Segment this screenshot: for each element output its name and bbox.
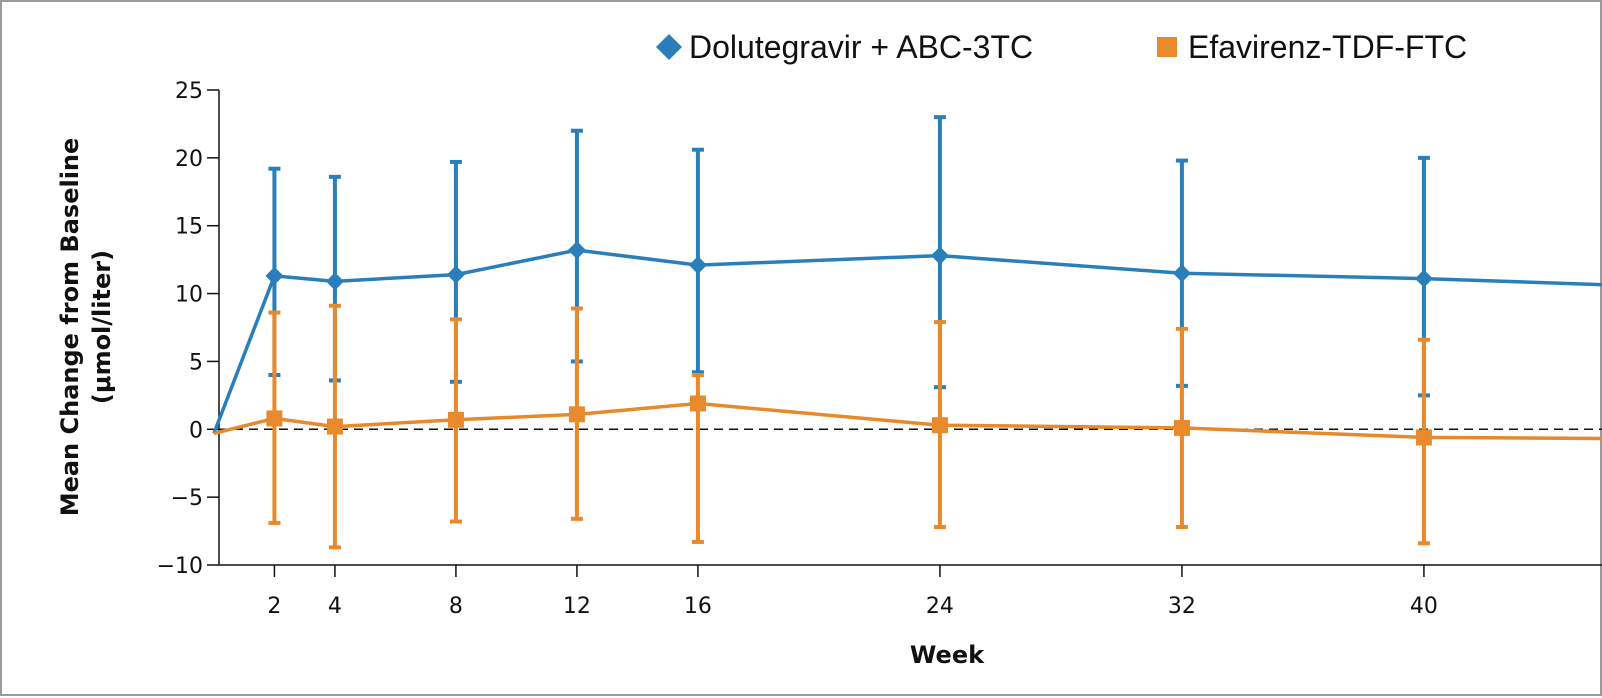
y-axis-title-line1: Mean Change from Baseline [56, 138, 84, 517]
data-point-square [931, 417, 948, 434]
series-dolutegravir [212, 115, 1602, 435]
y-tick-label: −10 [157, 554, 203, 579]
y-tick-label: 15 [175, 215, 203, 240]
y-axis-title-line2: (μmol/liter) [88, 250, 116, 404]
series-line [212, 248, 1602, 435]
data-point-square [1173, 419, 1190, 436]
x-tick-label: 2 [267, 594, 281, 619]
legend-label-efavirenz: Efavirenz-TDF-FTC [1188, 29, 1467, 65]
data-point-square [266, 410, 283, 427]
x-tick-label: 32 [1168, 594, 1196, 619]
legend-marker-square [1157, 37, 1177, 57]
data-point-diamond [325, 272, 344, 291]
data-point-diamond [1414, 269, 1433, 288]
series-efavirenz [213, 303, 1602, 550]
data-point-diamond [567, 241, 586, 260]
data-point-diamond [265, 266, 284, 285]
x-tick-label: 24 [926, 594, 954, 619]
legend: Dolutegravir + ABC-3TC Efavirenz-TDF-FTC [656, 29, 1467, 65]
x-tick-label: 4 [328, 594, 342, 619]
y-tick-label: 5 [189, 350, 203, 375]
y-tick-label: −5 [171, 486, 203, 511]
legend-marker-diamond [656, 34, 682, 60]
data-point-diamond [930, 246, 949, 265]
plot-area [212, 115, 1602, 550]
y-tick-label: 10 [175, 283, 203, 308]
data-point-square [447, 411, 464, 428]
data-point-diamond [688, 256, 707, 275]
y-tick-label: 20 [175, 147, 203, 172]
y-tick-label: 25 [175, 79, 203, 104]
x-tick-label: 40 [1410, 594, 1438, 619]
data-point-square [568, 406, 585, 423]
data-point-diamond [446, 265, 465, 284]
data-point-square [326, 418, 343, 435]
x-tick-label: 8 [449, 594, 463, 619]
y-tick-label: 0 [189, 418, 203, 443]
x-tick-label: 16 [684, 594, 712, 619]
legend-label-dolutegravir: Dolutegravir + ABC-3TC [689, 29, 1033, 65]
data-point-diamond [1172, 264, 1191, 283]
data-point-square [1415, 429, 1432, 446]
x-tick-label: 12 [563, 594, 591, 619]
series-line [213, 401, 1602, 441]
x-axis-title: Week [910, 641, 985, 669]
data-point-square [689, 395, 706, 412]
